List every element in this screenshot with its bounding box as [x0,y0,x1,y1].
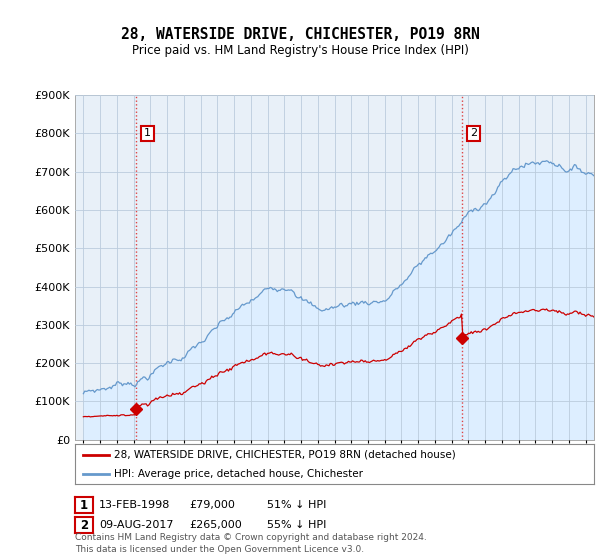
Text: 2: 2 [80,519,88,532]
Text: 2: 2 [470,128,478,138]
Text: 1: 1 [80,498,88,512]
Text: 09-AUG-2017: 09-AUG-2017 [99,520,173,530]
Text: 51% ↓ HPI: 51% ↓ HPI [267,500,326,510]
Text: Contains HM Land Registry data © Crown copyright and database right 2024.
This d: Contains HM Land Registry data © Crown c… [75,533,427,554]
Text: £265,000: £265,000 [189,520,242,530]
Text: 13-FEB-1998: 13-FEB-1998 [99,500,170,510]
Text: 1: 1 [144,128,151,138]
Text: £79,000: £79,000 [189,500,235,510]
Text: 28, WATERSIDE DRIVE, CHICHESTER, PO19 8RN (detached house): 28, WATERSIDE DRIVE, CHICHESTER, PO19 8R… [114,450,455,460]
Text: 55% ↓ HPI: 55% ↓ HPI [267,520,326,530]
Text: Price paid vs. HM Land Registry's House Price Index (HPI): Price paid vs. HM Land Registry's House … [131,44,469,57]
Text: 28, WATERSIDE DRIVE, CHICHESTER, PO19 8RN: 28, WATERSIDE DRIVE, CHICHESTER, PO19 8R… [121,27,479,42]
Text: HPI: Average price, detached house, Chichester: HPI: Average price, detached house, Chic… [114,469,363,478]
